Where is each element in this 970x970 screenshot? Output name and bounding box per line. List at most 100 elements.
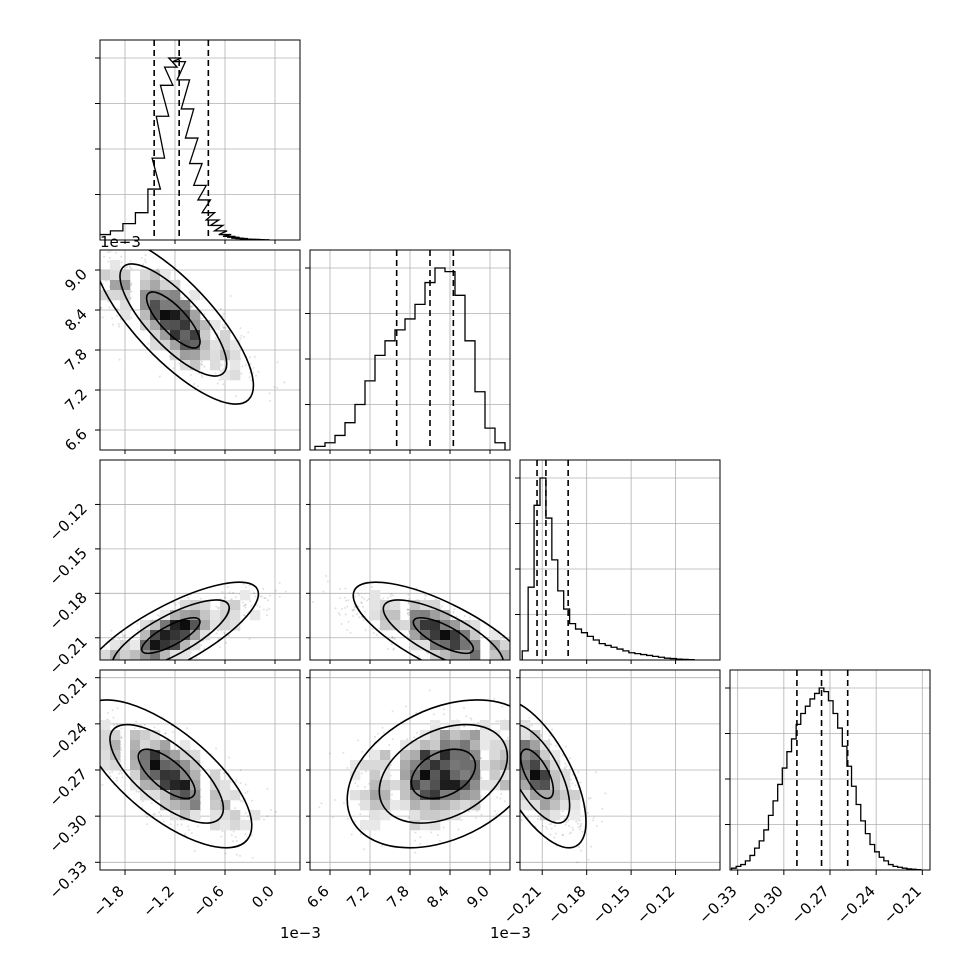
- sample-point: [118, 637, 121, 640]
- density-cell: [240, 590, 251, 601]
- sample-point: [160, 814, 163, 817]
- sample-point: [558, 667, 560, 669]
- density-cell: [230, 620, 241, 631]
- sample-point: [172, 367, 175, 370]
- sample-point: [513, 626, 515, 628]
- sample-point: [135, 663, 137, 665]
- sample-point: [201, 376, 204, 379]
- sample-point: [197, 385, 200, 388]
- sample-point: [545, 667, 547, 669]
- sample-point: [203, 647, 206, 650]
- sample-point: [222, 383, 225, 386]
- sample-point: [504, 674, 506, 676]
- contour-line: [100, 581, 260, 660]
- sample-point: [471, 665, 473, 667]
- sample-point: [176, 823, 179, 826]
- sample-point: [93, 664, 95, 666]
- sample-point: [164, 662, 166, 664]
- sample-point: [219, 645, 222, 648]
- sample-point: [456, 664, 458, 666]
- sample-point: [360, 596, 363, 599]
- sample-point: [356, 592, 359, 595]
- density-cell: [490, 650, 501, 660]
- sample-point: [120, 261, 123, 264]
- sample-point: [249, 600, 252, 603]
- sample-point: [218, 378, 221, 381]
- sample-point: [137, 790, 140, 793]
- sample-point: [92, 719, 94, 721]
- sample-point: [140, 256, 143, 259]
- sample-point: [217, 607, 220, 610]
- sample-point: [130, 282, 133, 285]
- sample-point: [243, 604, 246, 607]
- sample-point: [215, 632, 218, 635]
- density-cell: [400, 620, 411, 631]
- sample-point: [139, 671, 141, 673]
- density-cell: [210, 610, 221, 621]
- sample-point: [113, 662, 115, 664]
- sample-point: [244, 606, 247, 609]
- sample-point: [114, 251, 117, 254]
- density-cell: [170, 610, 181, 621]
- sample-point: [525, 672, 527, 674]
- sample-point: [172, 661, 174, 663]
- sample-point: [511, 660, 513, 662]
- sample-point: [357, 605, 360, 608]
- sample-point: [200, 644, 203, 647]
- sample-point: [149, 666, 151, 668]
- sample-point: [91, 713, 93, 715]
- hist-outline: [521, 477, 695, 660]
- sample-point: [525, 644, 527, 646]
- sample-point: [536, 661, 538, 663]
- sample-point: [109, 662, 111, 664]
- sample-point: [390, 593, 393, 596]
- sample-point: [302, 604, 304, 606]
- contour-line: [119, 263, 228, 377]
- density-cell: [160, 310, 171, 321]
- sample-point: [222, 312, 225, 315]
- density-cell: [150, 620, 161, 631]
- density-cell: [150, 310, 161, 321]
- sample-point: [406, 611, 409, 614]
- sample-point: [365, 599, 368, 602]
- sample-point: [189, 373, 192, 376]
- sample-point: [511, 649, 513, 651]
- sample-point: [498, 660, 500, 662]
- sample-point: [235, 853, 238, 856]
- sample-point: [133, 727, 136, 730]
- sample-point: [477, 660, 479, 662]
- sample-point: [156, 268, 159, 271]
- sample-point: [88, 661, 90, 663]
- density-cell: [490, 640, 501, 651]
- sample-point: [513, 670, 515, 672]
- density-cell: [180, 330, 191, 341]
- sample-point: [364, 629, 367, 632]
- sample-point: [338, 587, 341, 590]
- density-cell: [100, 650, 111, 660]
- density-cell: [170, 620, 181, 631]
- density-cell: [110, 640, 121, 651]
- sample-point: [144, 254, 147, 257]
- density-cell: [180, 620, 191, 631]
- density-cell: [170, 330, 181, 341]
- sample-point: [116, 665, 118, 667]
- sample-point: [268, 594, 271, 597]
- sample-point: [98, 657, 100, 659]
- sample-point: [191, 305, 194, 308]
- sample-point: [464, 674, 466, 676]
- density-cell: [170, 340, 181, 351]
- sample-point: [476, 663, 478, 665]
- sample-point: [454, 670, 456, 672]
- density-cell: [460, 640, 471, 651]
- sample-point: [149, 665, 151, 667]
- panel-frame: [519, 459, 721, 661]
- sample-point: [200, 360, 203, 363]
- sample-point: [183, 296, 186, 299]
- sample-point: [85, 673, 87, 675]
- sample-point: [340, 607, 343, 610]
- sample-point: [459, 662, 461, 664]
- sample-point: [216, 382, 219, 385]
- sample-point: [99, 664, 101, 666]
- density-cell: [430, 610, 441, 621]
